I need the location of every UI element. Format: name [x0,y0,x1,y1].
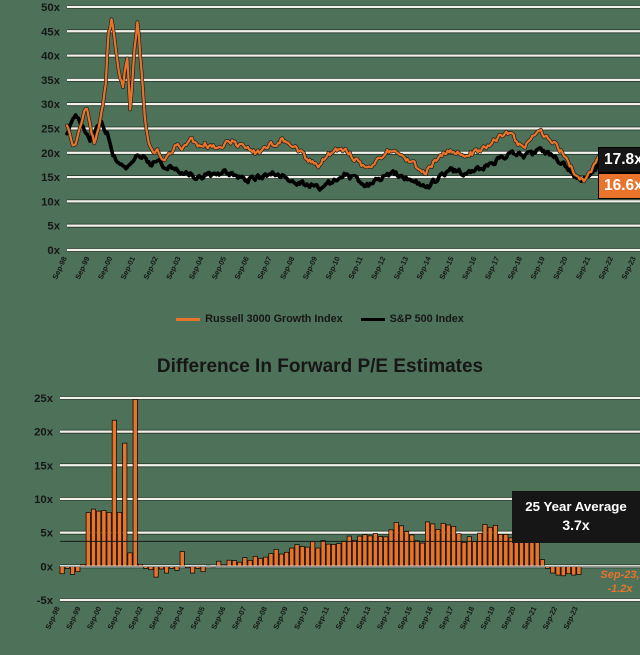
svg-text:-5x: -5x [37,595,54,607]
svg-text:Sep-02: Sep-02 [141,255,159,281]
svg-text:Sep-16: Sep-16 [460,255,478,281]
svg-text:Sep-19: Sep-19 [528,255,546,281]
svg-text:Sep-21: Sep-21 [574,255,592,281]
svg-text:Sep-15: Sep-15 [396,605,414,631]
svg-text:Sep-99: Sep-99 [64,605,82,631]
svg-text:Sep-23: Sep-23 [561,605,579,631]
svg-text:Sep-13: Sep-13 [392,255,410,281]
svg-text:Sep-04: Sep-04 [187,254,206,281]
svg-text:Sep-19: Sep-19 [479,605,497,631]
svg-text:Sep-04: Sep-04 [168,604,187,631]
svg-text:Sep-01: Sep-01 [119,255,137,281]
svg-text:Sep-06: Sep-06 [232,255,250,281]
svg-text:Sep-18: Sep-18 [506,255,524,281]
svg-text:Sep-14: Sep-14 [415,254,434,281]
svg-text:Sep-16: Sep-16 [416,605,434,631]
svg-text:45x: 45x [41,26,61,38]
svg-text:Sep-05: Sep-05 [210,255,228,281]
svg-text:35x: 35x [41,75,61,87]
svg-text:Sep-11: Sep-11 [313,605,331,630]
svg-text:Sep-98: Sep-98 [43,605,61,631]
svg-text:Sep-10: Sep-10 [324,255,342,281]
svg-text:Sep-21: Sep-21 [520,605,538,631]
svg-text:Sep-14: Sep-14 [375,604,394,631]
svg-text:Sep-20: Sep-20 [499,605,517,631]
svg-text:Sep-12: Sep-12 [369,255,387,281]
svg-text:25x: 25x [41,124,61,136]
svg-text:Sep-98: Sep-98 [50,255,68,281]
svg-text:0x: 0x [47,245,60,257]
svg-text:15x: 15x [41,172,61,184]
svg-text:Sep-11: Sep-11 [346,255,364,280]
svg-text:25x: 25x [34,393,54,405]
svg-text:Sep-08: Sep-08 [278,255,296,281]
svg-text:Sep-17: Sep-17 [483,255,501,281]
svg-text:15x: 15x [34,460,54,472]
svg-text:Sep-12: Sep-12 [333,605,351,631]
svg-text:Sep-03: Sep-03 [147,605,165,631]
svg-text:Sep-07: Sep-07 [255,255,273,281]
svg-text:Sep-00: Sep-00 [96,255,114,281]
svg-text:Sep-02: Sep-02 [126,605,144,631]
svg-text:50x: 50x [41,2,61,14]
svg-text:Sep-15: Sep-15 [437,255,455,281]
svg-text:Sep-20: Sep-20 [551,255,569,281]
svg-text:Sep-03: Sep-03 [164,255,182,281]
svg-text:Sep-05: Sep-05 [188,605,206,631]
svg-text:Sep-23: Sep-23 [619,255,637,281]
svg-text:Sep-10: Sep-10 [292,605,310,631]
svg-text:Sep-13: Sep-13 [354,605,372,631]
svg-text:Sep-08: Sep-08 [251,605,269,631]
svg-text:Sep-22: Sep-22 [597,255,615,281]
svg-text:5x: 5x [40,528,53,540]
svg-text:5x: 5x [47,221,60,233]
svg-text:Sep-06: Sep-06 [209,605,227,631]
svg-text:Sep-09: Sep-09 [271,605,289,631]
svg-text:10x: 10x [41,196,61,208]
svg-text:Sep-09: Sep-09 [301,255,319,281]
svg-text:Sep-22: Sep-22 [541,605,559,631]
svg-text:Sep-07: Sep-07 [230,605,248,631]
svg-text:20x: 20x [34,427,54,439]
svg-text:40x: 40x [41,51,61,63]
svg-text:30x: 30x [41,99,61,111]
svg-text:Sep-01: Sep-01 [106,605,124,631]
svg-text:Sep-99: Sep-99 [73,255,91,281]
svg-text:Sep-17: Sep-17 [437,605,455,631]
svg-text:0x: 0x [40,561,53,573]
svg-text:20x: 20x [41,148,61,160]
svg-text:Sep-18: Sep-18 [458,605,476,631]
svg-text:Sep-00: Sep-00 [85,605,103,631]
svg-text:10x: 10x [34,494,54,506]
